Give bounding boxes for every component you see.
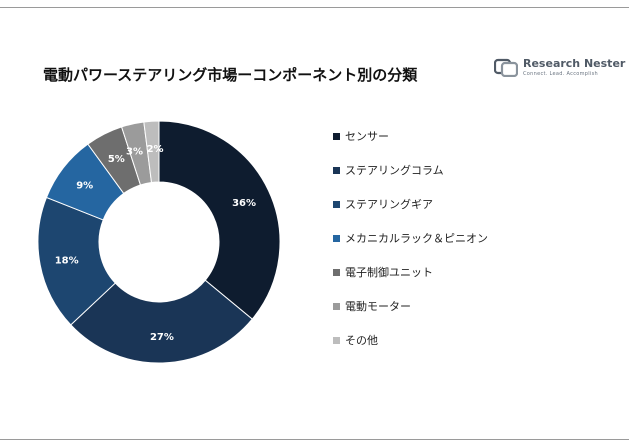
legend-label: 電子制御ユニット xyxy=(345,266,433,279)
legend-label: 電動モーター xyxy=(345,300,411,313)
research-nester-logo-icon xyxy=(494,58,518,77)
data-label: 18% xyxy=(55,256,79,267)
legend-swatch xyxy=(333,337,340,344)
bottom-divider xyxy=(0,439,629,440)
top-divider xyxy=(0,7,629,8)
legend-label: センサー xyxy=(345,130,389,143)
data-label: 27% xyxy=(150,332,174,343)
legend-swatch xyxy=(333,269,340,276)
legend-label: その他 xyxy=(345,334,378,347)
legend-label: ステアリングコラム xyxy=(345,164,444,177)
legend-swatch xyxy=(333,303,340,310)
data-label: 36% xyxy=(232,198,256,209)
pie-slice xyxy=(158,120,281,320)
data-label: 2% xyxy=(147,144,164,155)
legend-swatch xyxy=(333,201,340,208)
data-label: 3% xyxy=(126,146,143,157)
legend-swatch xyxy=(333,235,340,242)
data-label: 5% xyxy=(108,154,125,165)
logo-name: Research Nester xyxy=(523,57,626,70)
legend-label: メカニカルラック＆ピニオン xyxy=(345,232,488,245)
pie-slice xyxy=(143,120,160,184)
data-label: 9% xyxy=(76,180,93,191)
legend-label: ステアリングギア xyxy=(345,198,433,211)
legend-swatch xyxy=(333,167,340,174)
logo-tagline: Connect. Lead. Accomplish xyxy=(523,71,599,77)
chart-title: 電動パワーステアリング市場ーコンポーネント別の分類 xyxy=(43,66,418,84)
legend-swatch xyxy=(333,133,340,140)
research-nester-logo: Research Nester Connect. Lead. Accomplis… xyxy=(494,57,625,79)
pie-slice xyxy=(70,279,253,364)
